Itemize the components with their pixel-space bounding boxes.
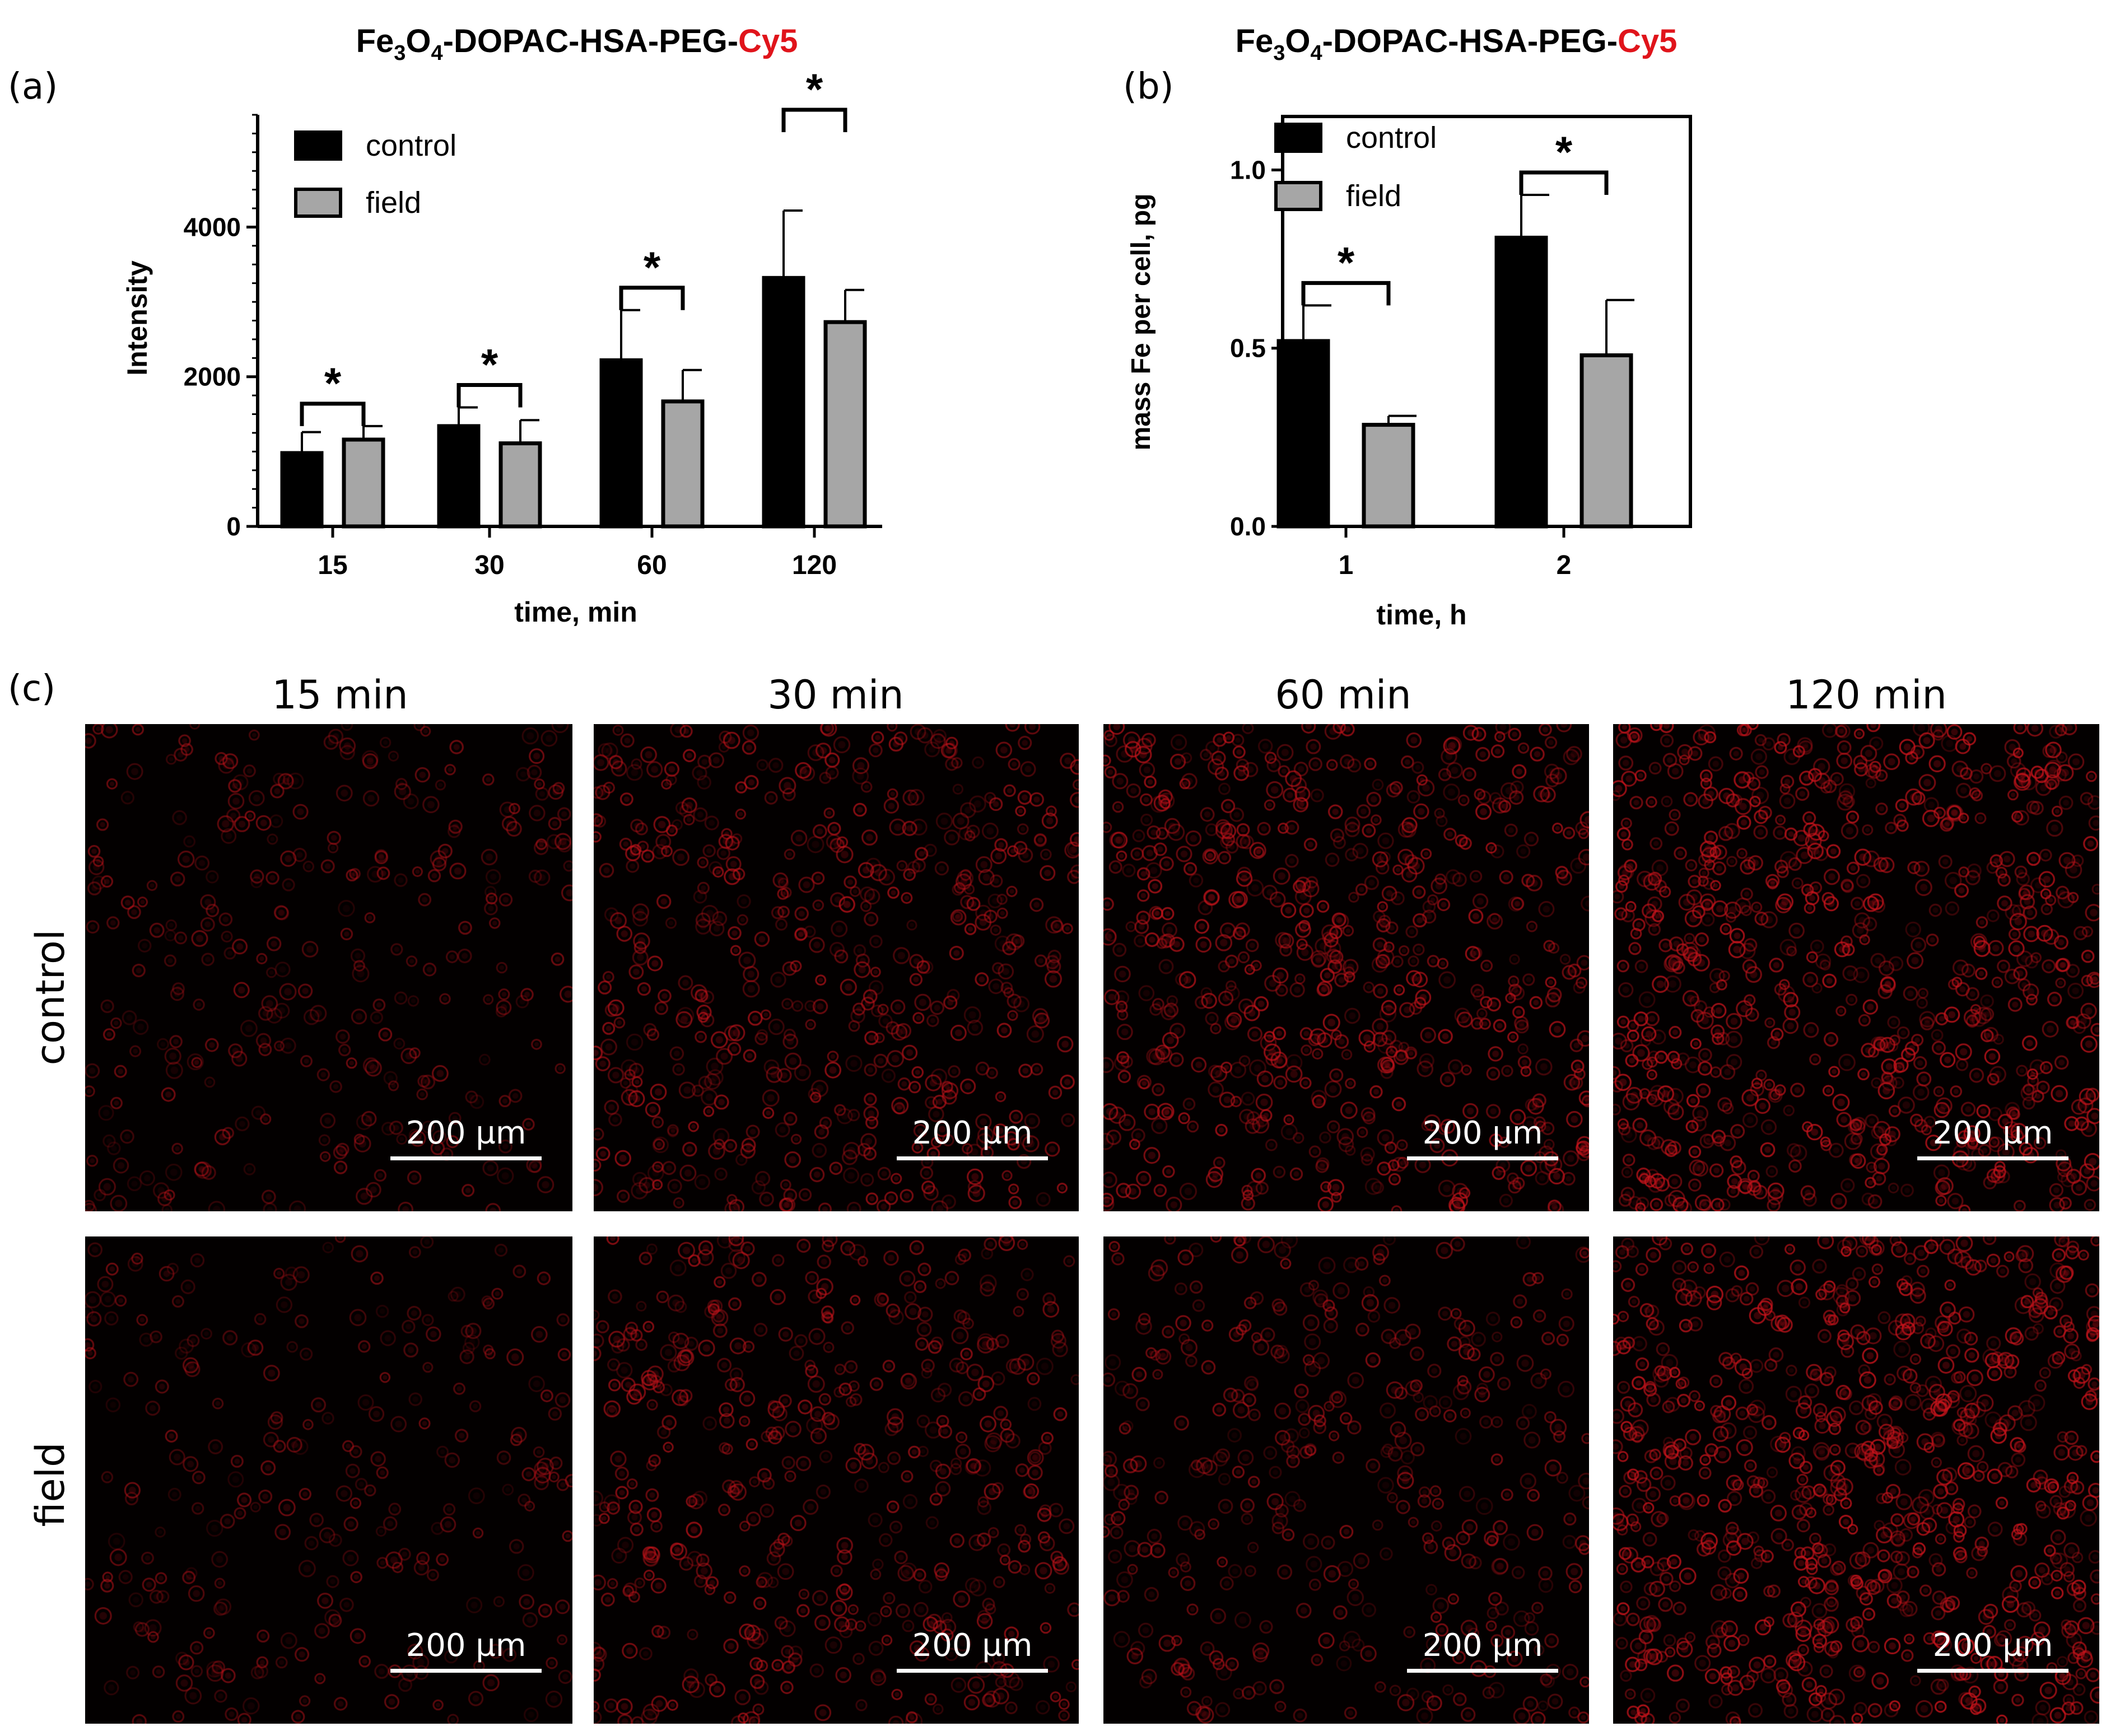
scale-bar bbox=[390, 1669, 542, 1673]
legend-label-control: control bbox=[366, 129, 456, 162]
x-tick-label: 2 bbox=[1557, 550, 1572, 580]
bar-field bbox=[1580, 353, 1633, 529]
significance-star: * bbox=[644, 242, 661, 292]
y-tick-label: 0.5 bbox=[1230, 334, 1266, 363]
column-title-30-min: 30 min bbox=[767, 672, 904, 718]
significance-star: * bbox=[1338, 237, 1355, 287]
legend-swatch-control bbox=[1274, 123, 1322, 153]
bar-control bbox=[437, 424, 481, 529]
bar-field bbox=[1362, 423, 1415, 529]
y-axis-label: Intensity bbox=[122, 260, 153, 376]
chart-b: mass Fe per cell, pg time, h 0.0 0.5 1.0 1 2… bbox=[1126, 115, 1692, 631]
scale-bar-label: 200 µm bbox=[912, 1627, 1033, 1664]
scale-bar-label: 200 µm bbox=[1932, 1115, 2053, 1151]
x-tick-label: 60 bbox=[637, 550, 667, 580]
bar-control bbox=[762, 276, 805, 529]
chart-b-title: Fe3O4-DOPAC-HSA-PEG-Cy5 bbox=[1235, 23, 1678, 65]
chart-a-title: Fe3O4-DOPAC-HSA-PEG-Cy5 bbox=[356, 23, 798, 65]
y-tick-label: 1.0 bbox=[1230, 155, 1266, 184]
significance-star: * bbox=[806, 64, 823, 114]
x-tick-label: 15 bbox=[318, 550, 347, 580]
micrograph-field-30-min: 200 µm bbox=[594, 1236, 1079, 1724]
scale-bar bbox=[1917, 1156, 2068, 1160]
significance-star: * bbox=[1555, 127, 1573, 176]
significance-bracket bbox=[456, 383, 523, 408]
x-tick-label: 120 bbox=[792, 550, 837, 580]
scale-bar bbox=[390, 1156, 542, 1160]
panel-label-a: (a) bbox=[8, 66, 58, 108]
column-title-60-min: 60 min bbox=[1275, 672, 1411, 718]
micrograph-control-60-min: 200 µm bbox=[1103, 724, 1589, 1211]
micrograph-field-15-min: 200 µm bbox=[85, 1236, 572, 1724]
scale-bar-label: 200 µm bbox=[1932, 1627, 2053, 1664]
legend-label-control: control bbox=[1346, 121, 1437, 155]
scale-bar-label: 200 µm bbox=[912, 1115, 1033, 1151]
legend-label-field: field bbox=[1346, 179, 1401, 213]
scale-bar bbox=[897, 1669, 1048, 1673]
y-tick-label: 2000 bbox=[184, 362, 241, 391]
bar-control bbox=[280, 451, 324, 529]
y-axis-label: mass Fe per cell, pg bbox=[1126, 194, 1156, 451]
significance-bracket bbox=[619, 286, 685, 310]
significance-star: * bbox=[324, 358, 342, 408]
row-label-field: field bbox=[27, 1442, 73, 1527]
bar-field bbox=[823, 320, 867, 529]
scale-bar bbox=[1917, 1669, 2068, 1673]
legend-label-field: field bbox=[366, 186, 421, 220]
cell-fluorescence-image bbox=[1103, 724, 1589, 1211]
cell-fluorescence-image bbox=[594, 724, 1079, 1211]
cell-fluorescence-image bbox=[1613, 1236, 2099, 1724]
x-tick-label: 30 bbox=[474, 550, 504, 580]
bar-control bbox=[1494, 235, 1548, 529]
y-tick-label: 0.0 bbox=[1230, 512, 1266, 541]
scale-bar bbox=[897, 1156, 1048, 1160]
x-tick-label: 1 bbox=[1339, 550, 1354, 580]
panel-label-b: (b) bbox=[1123, 66, 1174, 108]
legend-swatch-field bbox=[294, 188, 342, 218]
x-axis-label: time, h bbox=[1376, 599, 1466, 631]
micrograph-field-120-min: 200 µm bbox=[1613, 1236, 2099, 1724]
significance-bracket bbox=[1519, 170, 1609, 195]
micrograph-control-120-min: 200 µm bbox=[1613, 724, 2099, 1211]
significance-bracket bbox=[300, 402, 366, 426]
micrograph-control-30-min: 200 µm bbox=[594, 724, 1079, 1211]
y-tick-label: 0 bbox=[226, 512, 241, 541]
bar-control bbox=[599, 358, 643, 529]
scale-bar-label: 200 µm bbox=[406, 1115, 526, 1151]
bar-control bbox=[1276, 339, 1330, 529]
scale-bar-label: 200 µm bbox=[1422, 1627, 1543, 1664]
micrograph-field-60-min: 200 µm bbox=[1103, 1236, 1589, 1724]
significance-bracket bbox=[1301, 281, 1391, 306]
bar-field bbox=[661, 399, 705, 529]
scale-bar bbox=[1407, 1156, 1558, 1160]
cell-fluorescence-image bbox=[85, 724, 572, 1211]
x-axis-label: time, min bbox=[514, 596, 637, 628]
cell-fluorescence-image bbox=[594, 1236, 1079, 1724]
scale-bar bbox=[1407, 1669, 1558, 1673]
micrograph-control-15-min: 200 µm bbox=[85, 724, 572, 1211]
chart-a: Intensity time, min 0 2000 4000 15 30 60 120 *… bbox=[122, 64, 882, 628]
cell-fluorescence-image bbox=[1613, 724, 2099, 1211]
legend-swatch-field bbox=[1274, 181, 1322, 211]
y-tick-label: 4000 bbox=[184, 212, 241, 241]
column-title-15-min: 15 min bbox=[272, 672, 408, 718]
legend-swatch-control bbox=[294, 130, 342, 161]
cell-fluorescence-image bbox=[85, 1236, 572, 1724]
cell-fluorescence-image bbox=[1103, 1236, 1589, 1724]
bar-field bbox=[342, 437, 385, 529]
plot-frame bbox=[1281, 115, 1692, 528]
significance-bracket bbox=[781, 108, 847, 133]
significance-star: * bbox=[481, 340, 498, 389]
scale-bar-label: 200 µm bbox=[1422, 1115, 1543, 1151]
column-title-120-min: 120 min bbox=[1786, 672, 1947, 718]
panel-label-c: (c) bbox=[8, 668, 56, 710]
row-label-control: control bbox=[27, 929, 73, 1066]
scale-bar-label: 200 µm bbox=[406, 1627, 526, 1664]
bar-field bbox=[498, 441, 542, 529]
